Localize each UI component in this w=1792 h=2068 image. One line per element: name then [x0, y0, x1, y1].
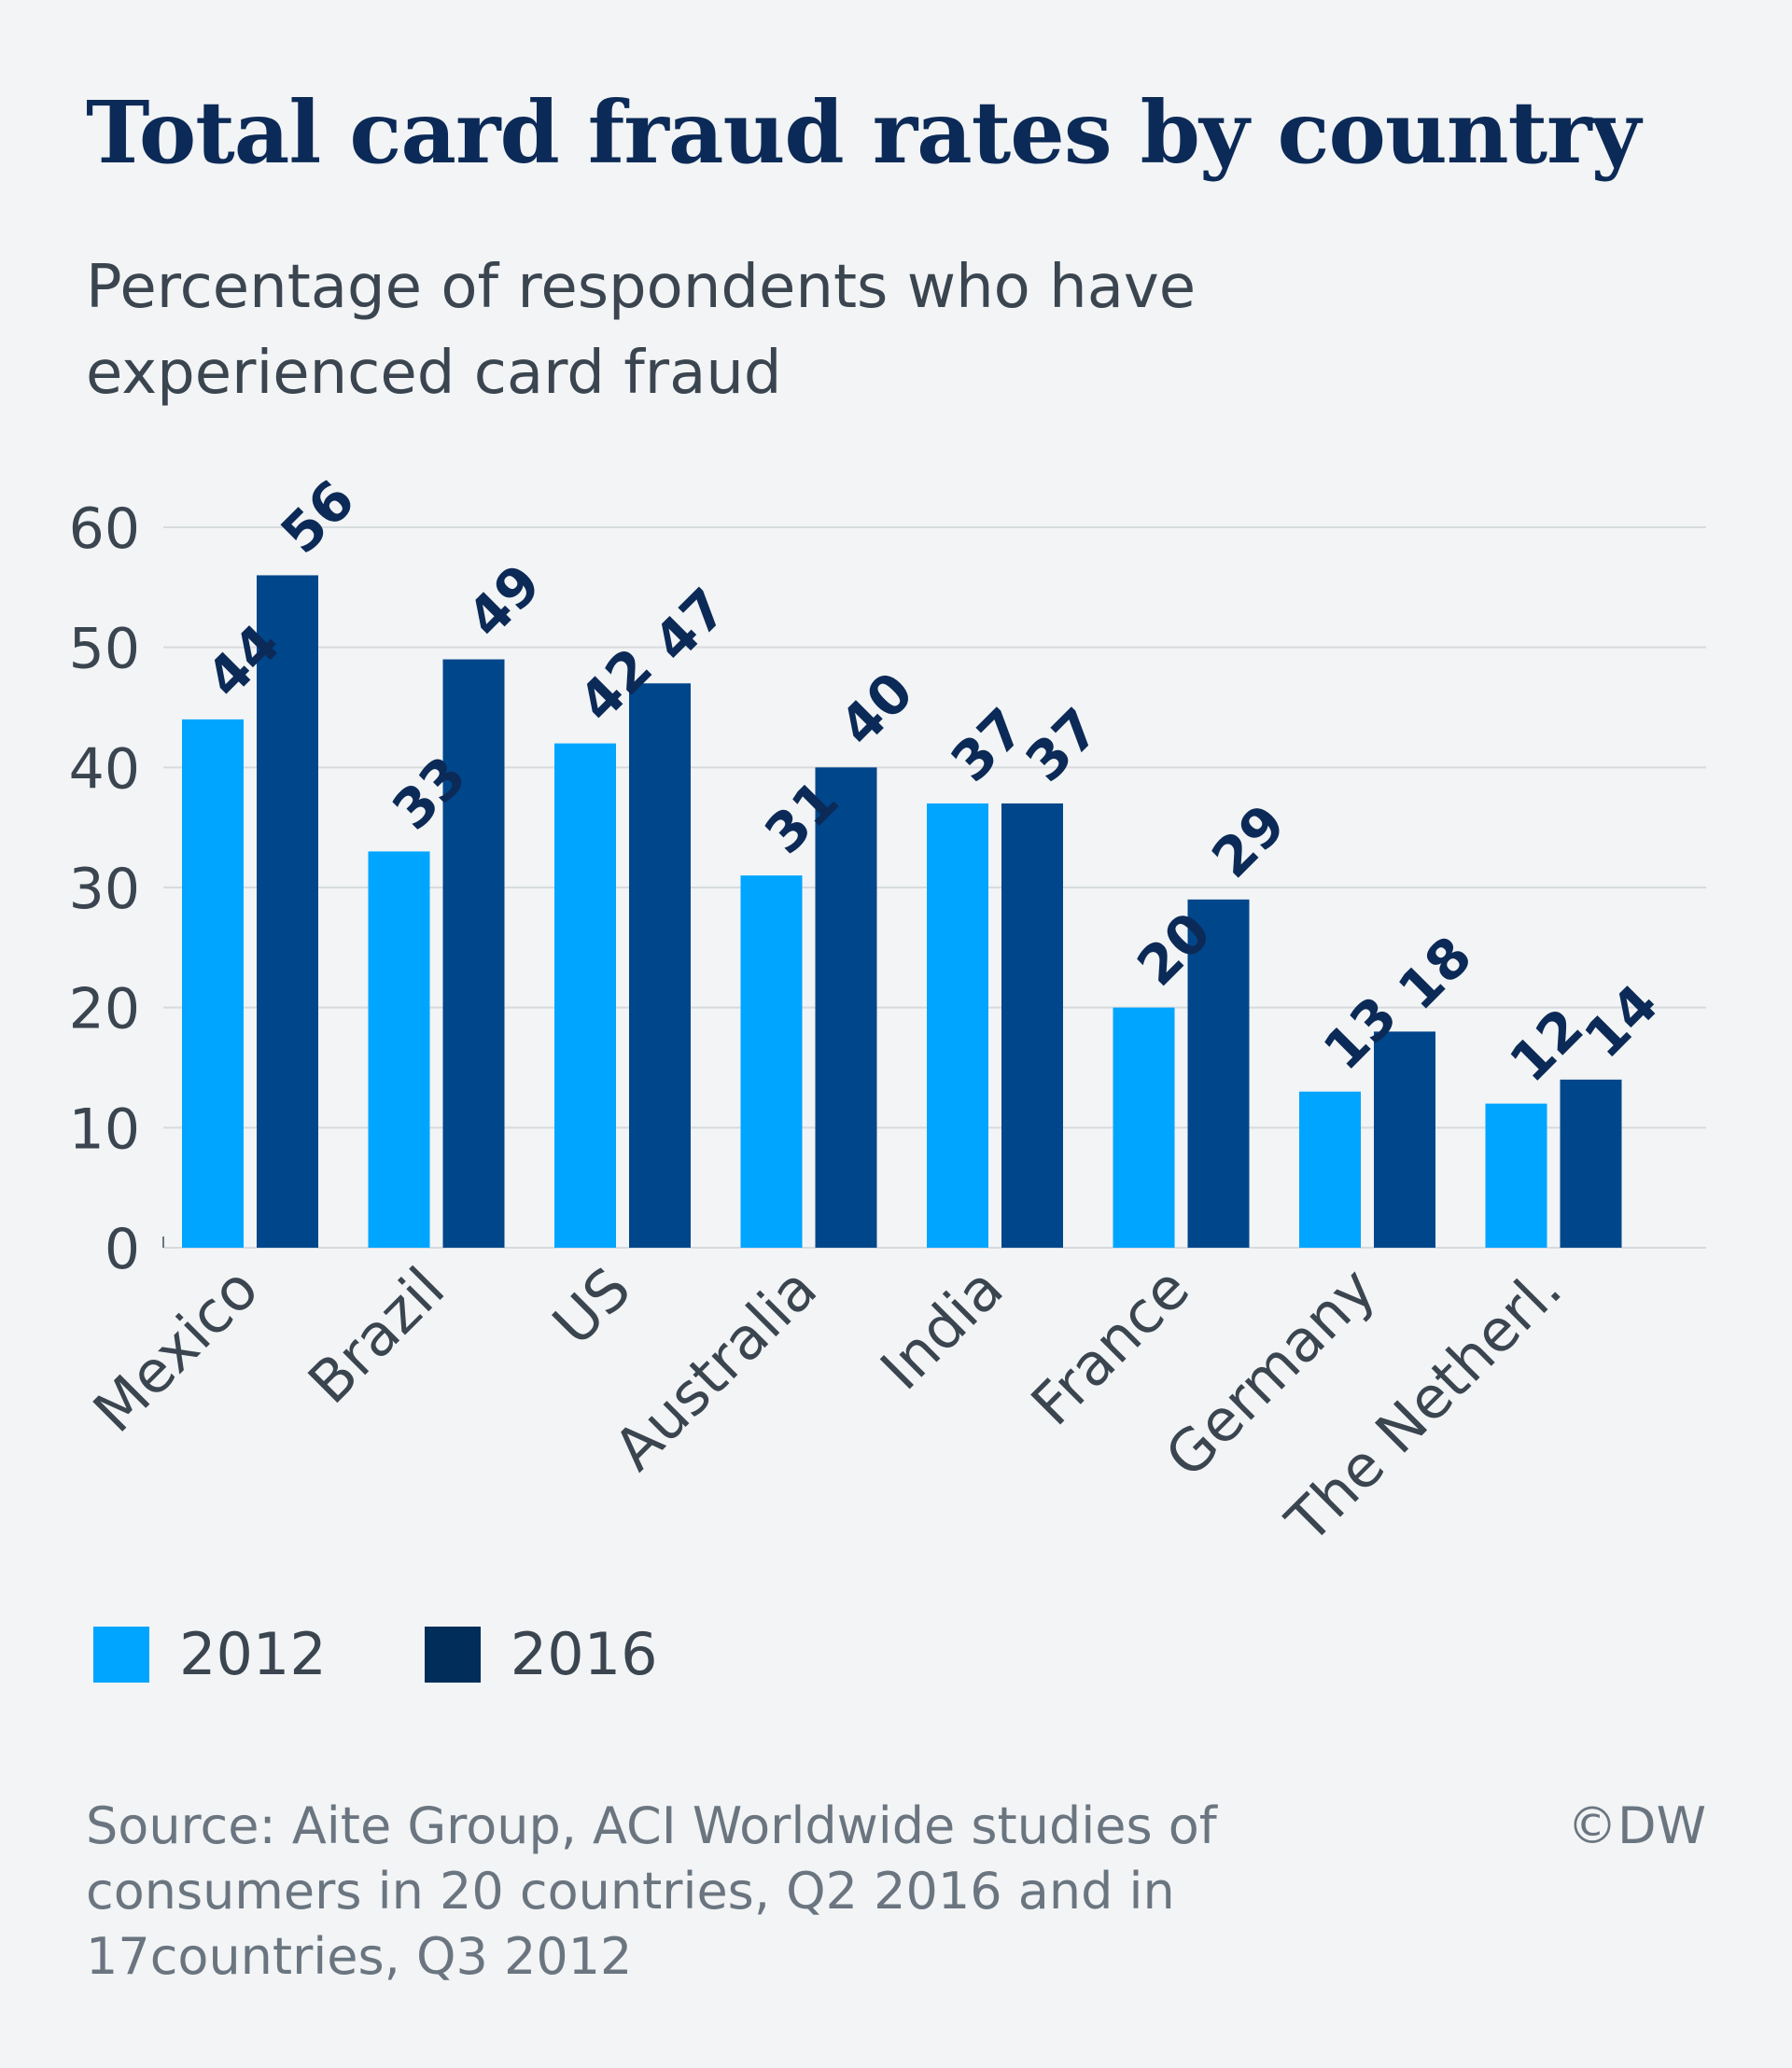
x-tick-label-brazil: Brazil — [295, 1254, 457, 1417]
y-tick-label-40: 40 — [69, 736, 140, 802]
legend-swatch-2016 — [424, 1626, 481, 1683]
data-label-the-netherl-2016: 14 — [1572, 972, 1670, 1070]
source-note: Source: Aite Group, ACI Worldwide studie… — [86, 1796, 1217, 1986]
legend-swatch-2012 — [93, 1626, 149, 1683]
bars — [182, 575, 1622, 1248]
y-tick-label-30: 30 — [69, 857, 140, 922]
y-tick-label-10: 10 — [69, 1097, 140, 1162]
x-tick-label-us: US — [539, 1254, 644, 1359]
copyright: ©DW — [1567, 1796, 1706, 1855]
y-tick-label-20: 20 — [69, 977, 140, 1042]
data-label-france-2016: 29 — [1199, 792, 1297, 890]
x-tick-label-australia: Australia — [601, 1254, 831, 1484]
legend: 2012 2016 — [93, 1620, 756, 1688]
bar-india-2012 — [927, 803, 988, 1248]
legend-item-2016: 2016 — [424, 1620, 658, 1688]
bar-germany-2016 — [1374, 1031, 1435, 1248]
bar-france-2016 — [1187, 899, 1250, 1248]
bar-brazil-2016 — [442, 659, 505, 1248]
data-label-brazil-2016: 49 — [455, 552, 553, 650]
data-label-india-2016: 37 — [1014, 696, 1112, 794]
bar-us-2016 — [629, 683, 691, 1248]
bar-australia-2012 — [740, 875, 803, 1248]
chart-title: Total card fraud rates by country — [86, 82, 1641, 183]
legend-label-2012: 2012 — [179, 1620, 327, 1688]
x-tick-label-india: India — [867, 1254, 1015, 1403]
bar-the-netherl-2016 — [1560, 1079, 1622, 1248]
bar-us-2012 — [554, 743, 616, 1248]
legend-item-2012: 2012 — [93, 1620, 327, 1688]
bar-the-netherl-2012 — [1485, 1103, 1547, 1248]
bar-mexico-2016 — [257, 575, 318, 1248]
data-label-the-netherl-2012: 12 — [1497, 996, 1595, 1094]
x-tick-label-france: France — [1018, 1254, 1202, 1438]
data-label-mexico-2016: 56 — [269, 468, 367, 566]
y-tick-label-50: 50 — [69, 617, 140, 682]
data-label-us-2016: 47 — [641, 576, 739, 674]
y-tick-label-0: 0 — [105, 1217, 140, 1282]
bar-mexico-2012 — [182, 719, 244, 1248]
legend-label-2016: 2016 — [510, 1620, 658, 1688]
y-tick-label-60: 60 — [69, 496, 140, 562]
bar-brazil-2012 — [368, 851, 430, 1248]
bar-india-2016 — [1001, 803, 1063, 1248]
y-axis-ticks: 0 10 20 30 40 50 60 — [69, 496, 140, 1282]
chart-subtitle: Percentage of respondents who have exper… — [86, 253, 1197, 408]
bar-germany-2012 — [1299, 1091, 1361, 1248]
data-label-australia-2016: 40 — [827, 660, 925, 758]
bar-australia-2016 — [815, 767, 877, 1248]
x-tick-label-mexico: Mexico — [80, 1254, 272, 1446]
bar-france-2012 — [1113, 1007, 1175, 1248]
